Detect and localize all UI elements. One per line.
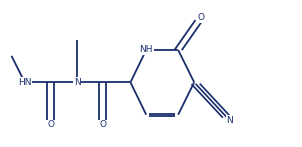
Text: O: O [99, 120, 106, 130]
Text: NH: NH [140, 45, 153, 55]
Text: O: O [47, 120, 54, 130]
Text: N: N [226, 116, 233, 125]
Text: HN: HN [18, 78, 31, 87]
Text: N: N [74, 78, 80, 87]
Text: O: O [197, 13, 204, 22]
